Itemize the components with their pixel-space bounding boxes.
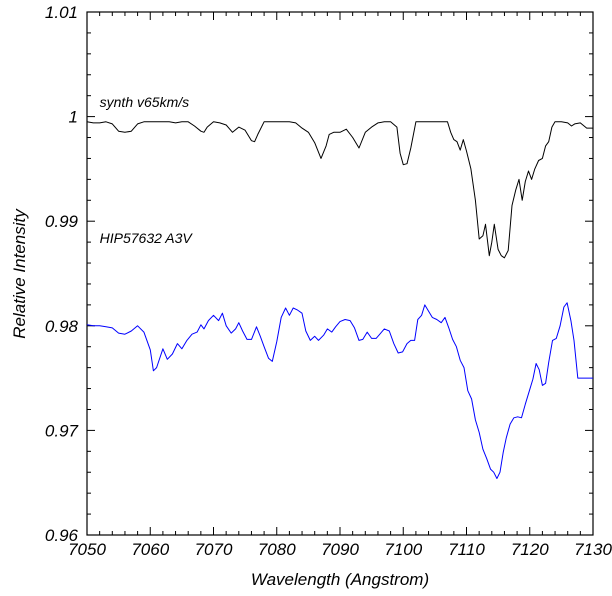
y-tick-label: 0.97 [45,421,79,440]
x-tick-label: 7130 [574,540,612,559]
y-tick-label: 0.96 [45,526,79,545]
x-tick-label: 7110 [448,540,485,559]
x-tick-label: 7100 [384,540,422,559]
x-axis: 7050 7060 7070 7080 7090 7100 7110 7120 7130 [68,12,612,559]
series-layer [86,121,593,479]
y-axis-title: Relative Intensity [10,208,29,339]
annotation-synth-label: synth v65km/s [100,94,189,110]
series-line-0 [86,121,593,259]
series-line-1 [86,302,593,479]
plot-frame [86,11,594,536]
y-tick-label: 1.01 [45,3,78,22]
y-tick-label: 0.99 [45,212,79,231]
x-tick-label: 7090 [321,540,359,559]
annotation-star-label: HIP57632 A3V [100,230,194,246]
x-tick-label: 7120 [511,540,549,559]
y-axis: 0.96 0.97 0.98 0.99 1 1.01 [45,3,593,545]
y-tick-label: 1 [69,108,78,127]
x-tick-label: 7070 [195,540,233,559]
x-tick-label: 7080 [258,540,296,559]
x-tick-label: 7050 [68,540,106,559]
x-axis-title: Wavelength (Angstrom) [251,570,429,589]
x-tick-label: 7060 [131,540,169,559]
y-tick-label: 0.98 [45,317,79,336]
